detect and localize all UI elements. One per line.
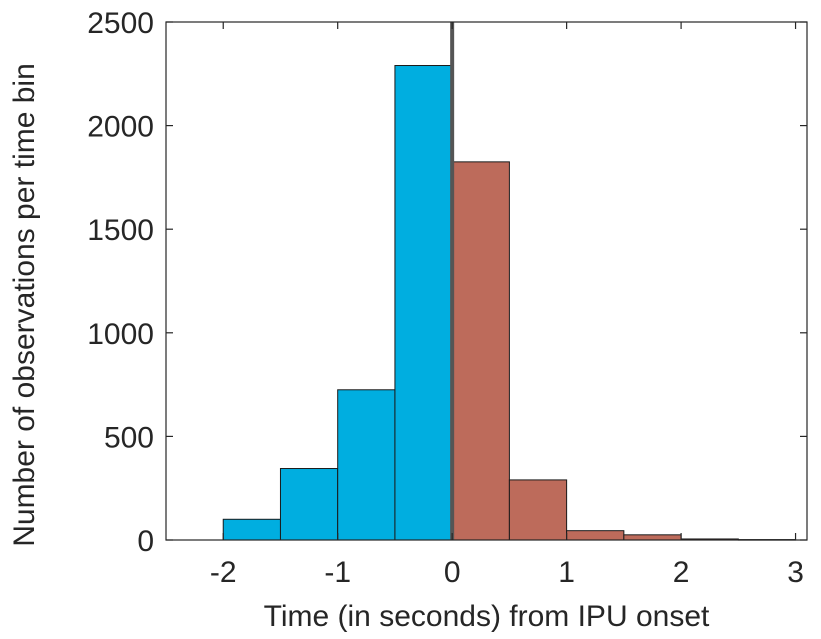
x-tick-label: 1 bbox=[558, 556, 575, 589]
x-tick-label: -1 bbox=[324, 556, 351, 589]
histogram-bar-6 bbox=[567, 531, 624, 540]
histogram-bar-1 bbox=[280, 469, 337, 540]
y-axis-label: Number of observations per time bin bbox=[8, 63, 41, 547]
x-tick-label: 2 bbox=[673, 556, 690, 589]
x-tick-label: -2 bbox=[210, 556, 237, 589]
histogram-bar-7 bbox=[624, 535, 681, 540]
y-tick-label: 0 bbox=[137, 525, 154, 558]
y-tick-label: 1500 bbox=[87, 214, 154, 247]
y-tick-label: 2500 bbox=[87, 7, 154, 40]
y-tick-label: 500 bbox=[104, 421, 154, 454]
bars-group bbox=[223, 66, 795, 541]
histogram-bar-5 bbox=[509, 480, 566, 540]
x-tick-label: 3 bbox=[787, 556, 804, 589]
x-axis-label: Time (in seconds) from IPU onset bbox=[264, 600, 710, 633]
histogram-bar-4 bbox=[452, 162, 509, 540]
histogram-bar-0 bbox=[223, 519, 280, 540]
histogram-bar-3 bbox=[395, 66, 452, 540]
y-tick-label: 2000 bbox=[87, 111, 154, 144]
x-tick-label: 0 bbox=[444, 556, 461, 589]
histogram-bar-2 bbox=[338, 390, 395, 540]
y-tick-label: 1000 bbox=[87, 318, 154, 351]
